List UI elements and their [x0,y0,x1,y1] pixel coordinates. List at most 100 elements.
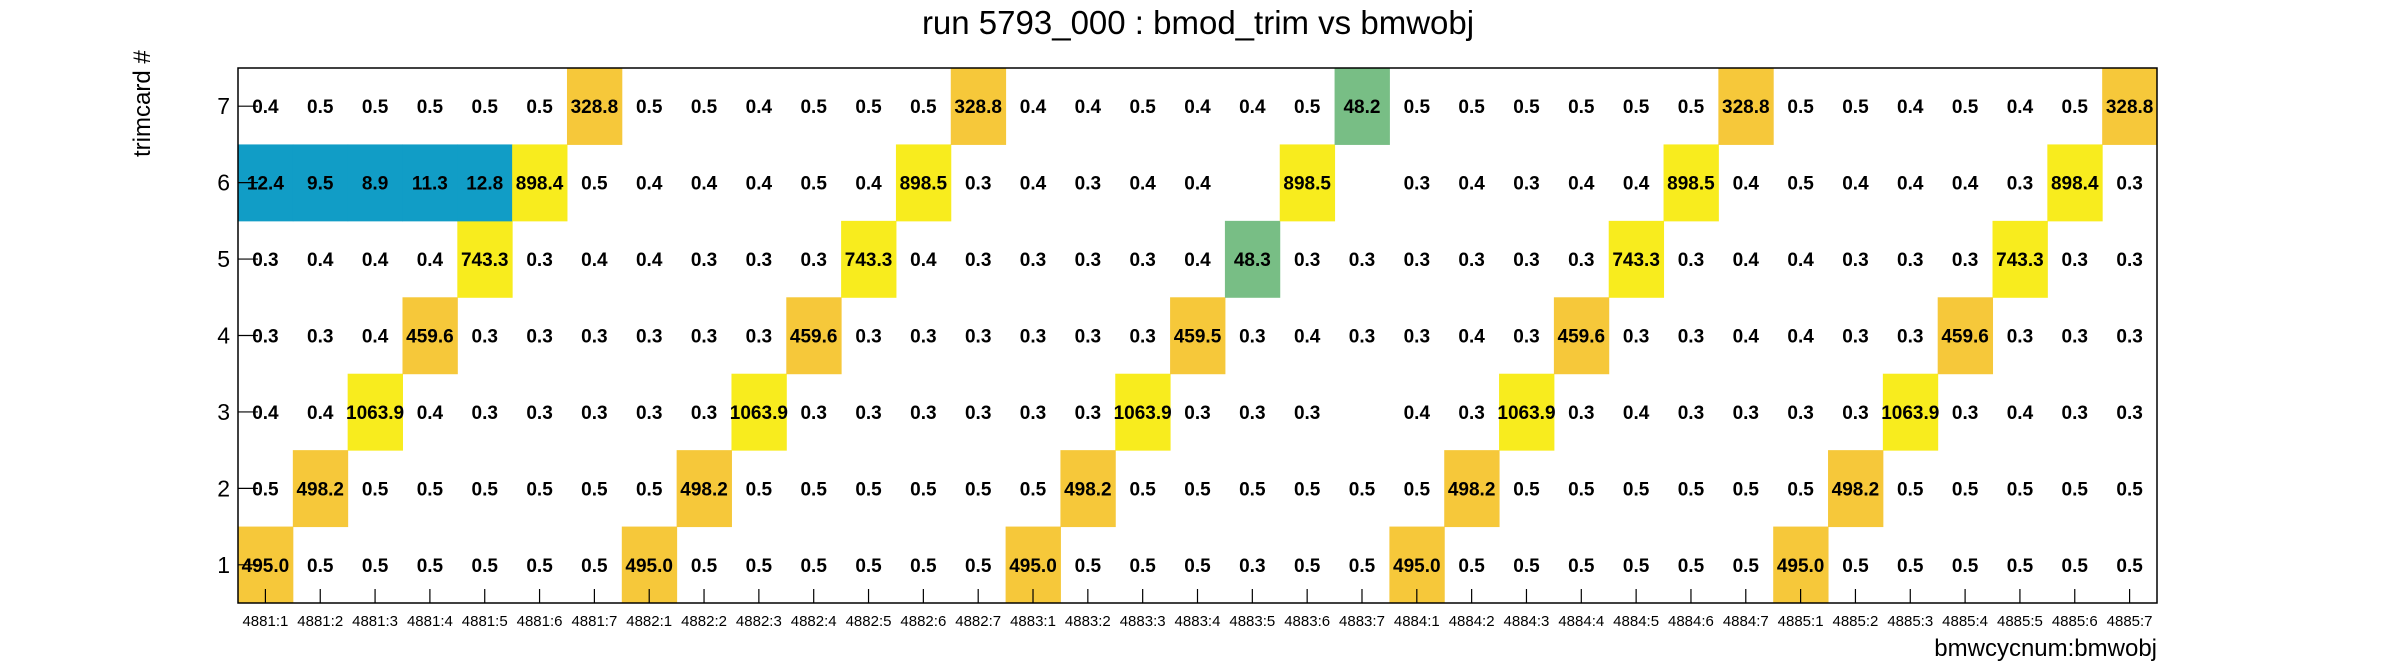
x-tick-label: 4884:5 [1613,613,1659,630]
cell-value-label: 0.5 [800,479,827,500]
cell-value-label: 0.5 [1294,479,1321,500]
cell-value-label: 0.5 [1239,479,1266,500]
cell-value-label: 0.3 [691,327,717,348]
cell-value-label: 0.4 [1184,97,1211,118]
cell-value-label: 0.5 [1787,479,1814,500]
cell-value-label: 0.4 [1458,327,1485,348]
cell-value-label: 0.4 [2007,403,2034,424]
cell-value-label: 0.3 [1842,327,1868,348]
cell-value-label: 0.5 [746,479,773,500]
cell-value-label: 898.4 [516,174,564,195]
heatmap-cell [1718,68,1774,145]
cell-value-label: 0.5 [1842,97,1869,118]
cell-value-label: 0.5 [1623,97,1650,118]
cell-value-label: 11.3 [412,174,448,195]
heatmap-cell [347,144,403,222]
heatmap-cell [1499,373,1555,451]
heatmap-cell [1115,373,1171,451]
cell-value-label: 0.3 [1020,403,1046,424]
cell-value-label: 0.3 [1075,327,1101,348]
cell-value-label: 743.3 [845,250,893,271]
heatmap-cell [1224,220,1281,298]
cell-value-label: 0.3 [1458,250,1484,271]
x-tick-label: 4881:3 [352,613,398,630]
cell-value-label: 0.3 [636,403,662,424]
cell-value-label: 0.3 [1897,250,1923,271]
cell-value-label: 0.4 [1733,174,1760,195]
cell-value-label: 495.0 [1393,556,1441,577]
cell-value-label: 0.4 [1733,327,1760,348]
cell-value-label: 0.4 [855,174,882,195]
cell-value-label: 0.3 [1404,174,1430,195]
heatmap-cell [457,220,513,298]
cell-value-label: 0.5 [252,479,279,500]
cell-value-label: 0.3 [1787,403,1813,424]
heatmap-cell [895,144,952,222]
y-tick-label: 4 [217,323,230,349]
cell-value-label: 0.5 [1787,174,1814,195]
x-tick-label: 4882:6 [900,613,946,630]
x-tick-label: 4881:1 [242,613,288,630]
cell-value-label: 0.4 [362,327,389,348]
cell-value-label: 0.3 [691,250,717,271]
heatmap-cell [1170,297,1226,375]
cell-value-label: 0.5 [1404,479,1431,500]
cell-value-label: 0.3 [800,250,826,271]
cell-value-label: 0.3 [1129,250,1155,271]
x-tick-label: 4883:5 [1229,613,1275,630]
x-tick-label: 4882:7 [955,613,1001,630]
x-tick-label: 4883:4 [1175,613,1221,630]
x-tick-label: 4881:5 [462,613,508,630]
x-tick-label: 4885:4 [1942,613,1988,630]
cell-value-label: 0.5 [526,97,553,118]
cell-value-label: 0.4 [1294,327,1321,348]
cell-value-label: 898.5 [1667,174,1715,195]
heatmap-cell [841,220,897,298]
cell-value-label: 0.3 [472,327,498,348]
cell-value-label: 0.5 [1513,479,1540,500]
cell-value-label: 0.3 [1897,327,1923,348]
cell-value-label: 743.3 [1996,250,2044,271]
heatmap-cell [1882,373,1939,451]
cell-value-label: 459.6 [406,327,454,348]
cell-value-label: 0.5 [1129,97,1156,118]
x-tick-label: 4884:7 [1723,613,1769,630]
cell-value-label: 0.5 [965,556,992,577]
heatmap-cell [2047,144,2103,222]
cell-value-label: 0.3 [965,250,991,271]
cell-value-label: 0.5 [1678,97,1705,118]
heatmap-cells [238,68,2158,604]
cell-value-label: 459.6 [1941,327,1989,348]
cell-value-label: 12.4 [247,174,284,195]
cell-value-label: 0.3 [1404,250,1430,271]
cell-value-label: 0.3 [965,403,991,424]
y-tick-label: 1 [217,552,230,578]
cell-value-label: 459.6 [790,327,838,348]
cell-value-label: 328.8 [571,97,619,118]
cell-value-label: 0.3 [910,327,936,348]
cell-value-label: 0.5 [526,479,553,500]
cell-value-label: 0.5 [526,556,553,577]
cell-value-label: 0.5 [1897,479,1924,500]
cell-value-label: 0.3 [1349,250,1375,271]
heatmap-cell [2102,68,2158,145]
cell-value-label: 1063.9 [346,403,404,424]
cell-value-label: 0.5 [2062,97,2089,118]
x-tick-label: 4883:7 [1339,613,1385,630]
cell-value-label: 0.5 [1952,556,1979,577]
cell-value-label: 0.4 [2007,97,2034,118]
cell-value-label: 0.5 [800,174,827,195]
cell-value-label: 0.4 [636,174,663,195]
cell-value-label: 0.4 [1075,97,1102,118]
cell-value-label: 0.4 [1733,250,1760,271]
cell-value-label: 0.5 [362,556,389,577]
cell-value-label: 0.5 [581,556,608,577]
cell-value-label: 0.3 [691,403,717,424]
heatmap-cell [1608,220,1665,298]
cell-value-label: 0.5 [1733,479,1760,500]
cell-value-label: 0.3 [1842,403,1868,424]
chart-title: run 5793_000 : bmod_trim vs bmwobj [922,4,1474,41]
cell-value-label: 0.4 [1458,174,1485,195]
cell-value-label: 0.4 [1623,174,1650,195]
